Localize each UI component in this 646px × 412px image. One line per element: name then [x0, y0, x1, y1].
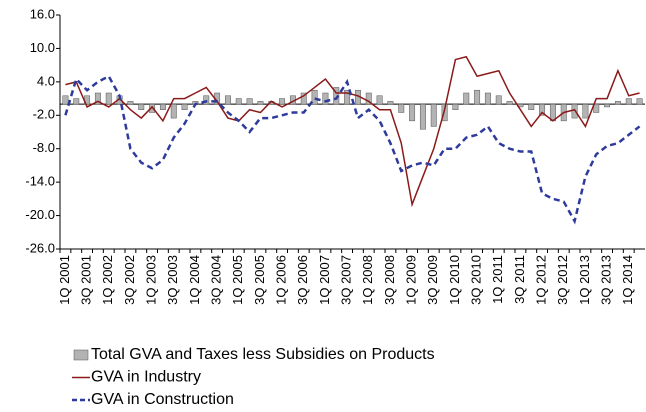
bar	[614, 101, 621, 105]
x-tick-label: 1Q 2014	[620, 255, 635, 305]
bar	[604, 103, 611, 108]
bar	[636, 98, 643, 105]
bar	[138, 103, 145, 110]
x-tick-label: 3Q 2007	[339, 255, 354, 305]
x-tick-label: 3Q 2010	[469, 255, 484, 305]
x-tick-label: 1Q 2003	[144, 255, 159, 305]
x-tick-label: 3Q 2004	[209, 255, 224, 305]
bar	[365, 92, 372, 105]
bar	[463, 92, 470, 105]
x-tick-label: 1Q 2007	[317, 255, 332, 305]
x-tick-label: 1Q 2002	[100, 255, 115, 305]
y-tick-label: -14.0	[25, 174, 55, 189]
bar	[452, 103, 459, 110]
bar	[311, 89, 318, 105]
legend-swatch	[73, 349, 89, 361]
bar	[387, 101, 394, 105]
bar	[279, 98, 286, 105]
line	[64, 74, 641, 225]
y-tick-label: -26.0	[25, 240, 55, 255]
bar	[300, 92, 307, 105]
bar	[506, 101, 513, 105]
x-tick-label: 3Q 2013	[599, 255, 614, 305]
x-tick-label: 1Q 2012	[534, 255, 549, 305]
bar	[73, 98, 80, 105]
bar	[495, 95, 502, 105]
bar	[582, 103, 589, 119]
bar	[170, 103, 177, 119]
x-tick-label: 3Q 2003	[165, 255, 180, 305]
bar	[409, 103, 416, 122]
bar	[398, 103, 405, 113]
bar	[159, 103, 166, 110]
x-tick-label: 1Q 2009	[404, 255, 419, 305]
x-tick-label: 1Q 2004	[187, 255, 202, 305]
bar	[322, 92, 329, 105]
bar	[224, 95, 231, 105]
x-tick-label: 1Q 2005	[230, 255, 245, 305]
y-tick-label: -8.0	[33, 140, 55, 155]
y-tick-label: -2.0	[33, 107, 55, 122]
y-tick-label: -20.0	[25, 207, 55, 222]
bar	[94, 92, 101, 105]
bar	[203, 95, 210, 105]
x-tick-label: 1Q 2013	[577, 255, 592, 305]
bar	[528, 103, 535, 110]
bar	[105, 92, 112, 105]
x-tick-label: 3Q 2008	[382, 255, 397, 305]
y-tick-label: 4.0	[37, 73, 55, 88]
bar	[571, 103, 578, 119]
x-tick-label: 3Q 2001	[79, 255, 94, 305]
bar	[474, 89, 481, 105]
legend-label: GVA in Industry	[91, 369, 201, 386]
bar	[430, 103, 437, 127]
bar	[344, 89, 351, 105]
y-tick-label: 16.0	[30, 6, 55, 21]
bar	[593, 103, 600, 113]
x-tick-label: 1Q 2010	[447, 255, 462, 305]
x-tick-label: 3Q 2006	[295, 255, 310, 305]
x-tick-label: 3Q 2012	[555, 255, 570, 305]
bar	[539, 103, 546, 116]
bar	[127, 101, 134, 105]
bar	[149, 103, 156, 113]
bar	[246, 98, 253, 105]
bar	[235, 98, 242, 105]
x-tick-label: 3Q 2011	[512, 255, 527, 304]
x-tick-label: 1Q 2011	[490, 255, 505, 304]
x-tick-label: 1Q 2008	[360, 255, 375, 305]
bar	[62, 95, 69, 105]
bar	[419, 103, 426, 130]
bar	[549, 103, 556, 122]
bar	[181, 103, 188, 110]
y-tick-label: 10.0	[30, 40, 55, 55]
legend-label: GVA in Construction	[91, 391, 234, 408]
legend-label: Total GVA and Taxes less Subsidies on Pr…	[91, 346, 435, 363]
x-tick-label: 3Q 2005	[252, 255, 267, 305]
line	[65, 55, 640, 208]
bar	[257, 101, 264, 105]
x-tick-label: 1Q 2006	[274, 255, 289, 305]
bar	[484, 92, 491, 105]
x-tick-label: 3Q 2009	[425, 255, 440, 305]
bar	[333, 87, 340, 105]
bar	[625, 98, 632, 105]
x-tick-label: 3Q 2002	[122, 255, 137, 305]
x-tick-label: 1Q 2001	[57, 255, 72, 305]
bar	[376, 95, 383, 105]
